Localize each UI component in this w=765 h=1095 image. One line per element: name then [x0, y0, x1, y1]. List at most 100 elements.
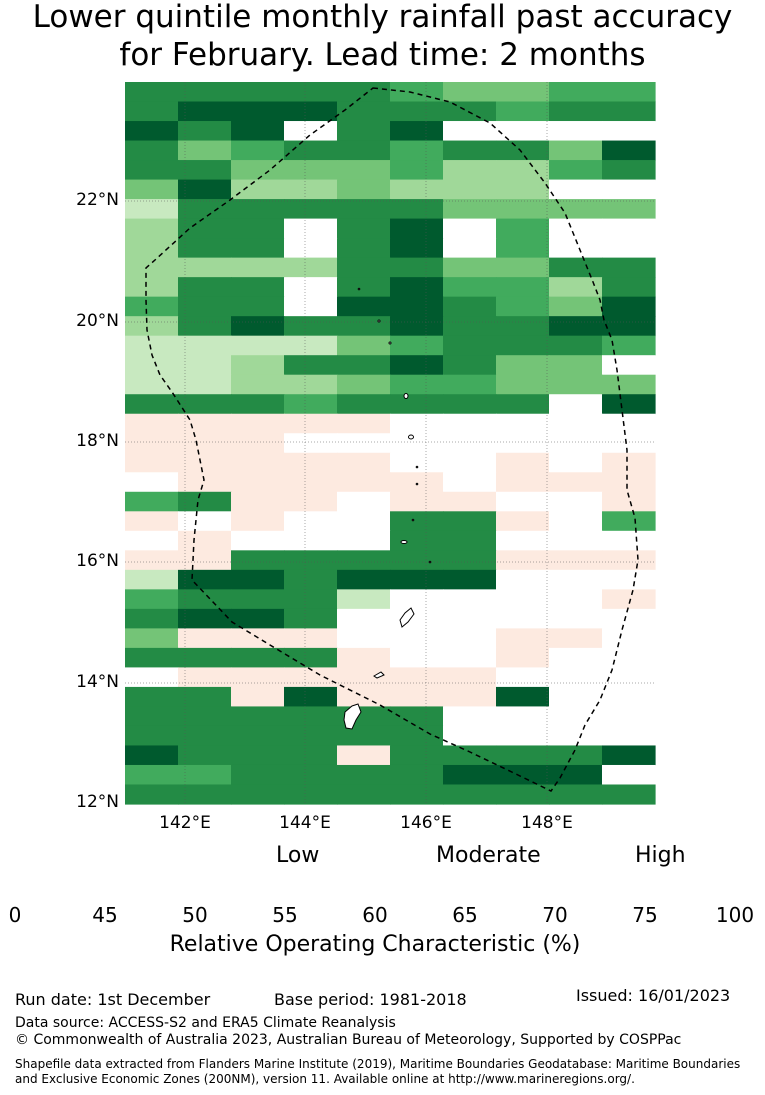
grid-cell [337, 745, 391, 766]
grid-cell [284, 121, 338, 142]
grid-cell [602, 628, 656, 649]
grid-cell [337, 277, 391, 298]
category-high: High [635, 843, 686, 868]
grid-cell [125, 296, 179, 317]
grid-cell [284, 472, 338, 493]
grid-cell [496, 433, 550, 454]
grid-cell [178, 745, 232, 766]
grid-cell [178, 784, 232, 805]
grid-cell [231, 433, 285, 454]
grid-cell [496, 374, 550, 395]
grid-cell [496, 647, 550, 668]
grid-cell [337, 725, 391, 747]
grid-cell [496, 472, 550, 493]
grid-cell [231, 647, 285, 668]
grid-cell [125, 686, 179, 708]
grid-cell [125, 413, 179, 434]
grid-cell [284, 784, 338, 805]
grid-cell [390, 199, 444, 220]
category-moderate: Moderate [436, 843, 541, 868]
grid-cell [602, 608, 656, 629]
grid-cell [337, 140, 391, 161]
grid-cell [178, 550, 232, 571]
grid-cell [231, 238, 285, 259]
grid-cell [443, 121, 497, 142]
grid-cell [496, 257, 550, 278]
grid-cell [178, 296, 232, 317]
grid-cell [337, 589, 391, 610]
grid-cell [125, 608, 179, 629]
grid-cell [443, 550, 497, 571]
grid-cell [443, 530, 497, 551]
eez-boundary [145, 87, 639, 792]
grid-cell [443, 589, 497, 610]
grid-cell [284, 199, 338, 220]
y-axis-label: 18°N [76, 431, 119, 451]
grid-cell [337, 355, 391, 376]
grid-cell [284, 257, 338, 278]
grid-cell [549, 238, 603, 259]
grid-cell [496, 316, 550, 337]
map-title-line1: Lower quintile monthly rainfall past acc… [32, 0, 733, 35]
grid-cell [337, 160, 391, 181]
grid-cell [390, 179, 444, 200]
grid-cell [549, 296, 603, 317]
grid-cell [549, 121, 603, 142]
grid-cell [443, 82, 497, 103]
grid-cell [178, 686, 232, 708]
grid-cell [496, 550, 550, 571]
grid-cell [496, 452, 550, 473]
grid-cell [125, 394, 179, 415]
grid-cell [549, 452, 603, 473]
grid-cell [337, 686, 391, 708]
grid-cell [337, 296, 391, 317]
grid-cell [231, 218, 285, 239]
grid-cell [284, 238, 338, 259]
grid-cell [443, 667, 497, 688]
grid-cell [496, 277, 550, 298]
grid-cell [496, 121, 550, 142]
grid-cell [284, 296, 338, 317]
grid-cell [337, 82, 391, 103]
grid-cell [231, 530, 285, 551]
colorbar-label: Relative Operating Characteristic (%) [169, 932, 581, 957]
grid-cell [443, 199, 497, 220]
grid-cell [284, 725, 338, 747]
grid-cell [602, 569, 656, 590]
grid-cell [125, 218, 179, 239]
grid-cell [231, 140, 285, 161]
grid-cell [602, 472, 656, 493]
grid-cell [231, 413, 285, 434]
colorbar-tick: 55 [272, 903, 298, 927]
grid-cell [337, 179, 391, 200]
grid-cell [549, 140, 603, 161]
grid-cell [602, 589, 656, 610]
grid-cell [337, 764, 391, 786]
grid-cell [390, 667, 444, 688]
shapefile-credit: Shapefile data extracted from Flanders M… [15, 1057, 741, 1086]
grid-cell [549, 413, 603, 434]
grid-cell [549, 199, 603, 220]
grid-cell [602, 101, 656, 122]
grid-cell [443, 277, 497, 298]
grid-cell [496, 394, 550, 415]
grid-cell [443, 355, 497, 376]
grid-cell [390, 550, 444, 571]
grid-cell [390, 530, 444, 551]
grid-cell [443, 296, 497, 317]
grid-cell [231, 82, 285, 103]
grid-cell [443, 257, 497, 278]
grid-cell [337, 628, 391, 649]
grid-cell [549, 725, 603, 747]
grid-cell [602, 550, 656, 571]
grid-cell [125, 101, 179, 122]
grid-cell [337, 667, 391, 688]
grid-cell [496, 491, 550, 512]
grid-cell [337, 121, 391, 142]
grid-cell [178, 725, 232, 747]
grid-cell [496, 82, 550, 103]
x-axis-label: 142°E [159, 813, 211, 833]
grid-cell [337, 374, 391, 395]
grid-cell [443, 452, 497, 473]
grid-cell [178, 257, 232, 278]
